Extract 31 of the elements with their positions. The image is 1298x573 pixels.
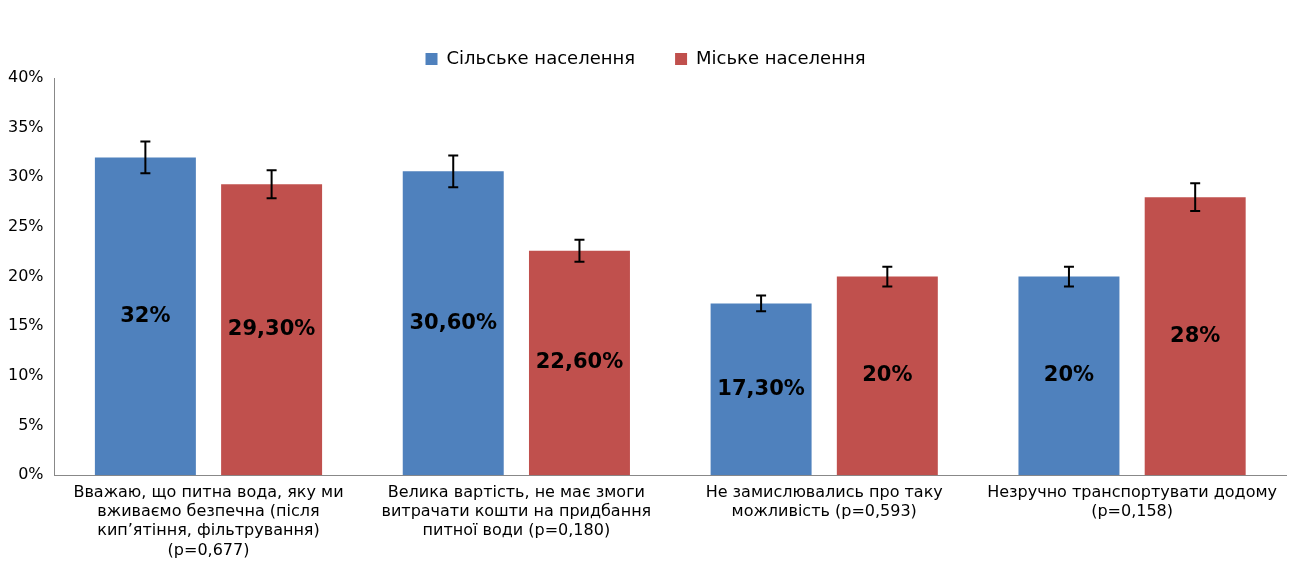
bar [94, 157, 196, 476]
bar [402, 171, 504, 476]
bar [528, 250, 630, 476]
y-tick-label: 0% [18, 464, 44, 484]
x-tick-label: Вважаю, що питна вода, яку ми вживаємо безпечна (після кип’ятіння, фільтрування) (p=0,677) [73, 481, 344, 559]
data-label: 30,60% [409, 309, 497, 334]
bar [1144, 197, 1246, 476]
x-tick-label: Не замислювались про таку можливість (p=0,593) [705, 481, 943, 521]
legend-label: Міське населення [696, 46, 866, 68]
legend-label: Сільське населення [446, 46, 636, 68]
y-tick-label: 30% [8, 166, 44, 186]
y-tick-label: 35% [8, 116, 44, 136]
x-tick-label: Велика вартість, не має змоги витрачати кошти на придбання питної води (p=0,180) [381, 481, 652, 540]
y-tick-label: 5% [18, 414, 44, 434]
bar [710, 303, 812, 476]
y-tick-label: 10% [8, 365, 44, 385]
bar [836, 276, 938, 476]
bar [221, 184, 323, 476]
x-tick-label: Незручно транспортувати додому (p=0,158) [987, 481, 1277, 521]
y-tick-label: 25% [8, 216, 44, 236]
data-label: 22,60% [535, 349, 624, 374]
y-tick-label: 40% [8, 67, 44, 87]
y-tick-label: 15% [8, 315, 44, 335]
data-label: 17,30% [717, 375, 805, 400]
y-tick-label: 20% [8, 265, 44, 285]
bar [1018, 276, 1120, 476]
data-label: 20% [1043, 362, 1095, 387]
data-label: 32% [120, 302, 171, 327]
data-label: 20% [862, 362, 913, 387]
data-label: 29,30% [227, 316, 316, 341]
data-label: 28% [1170, 322, 1221, 347]
